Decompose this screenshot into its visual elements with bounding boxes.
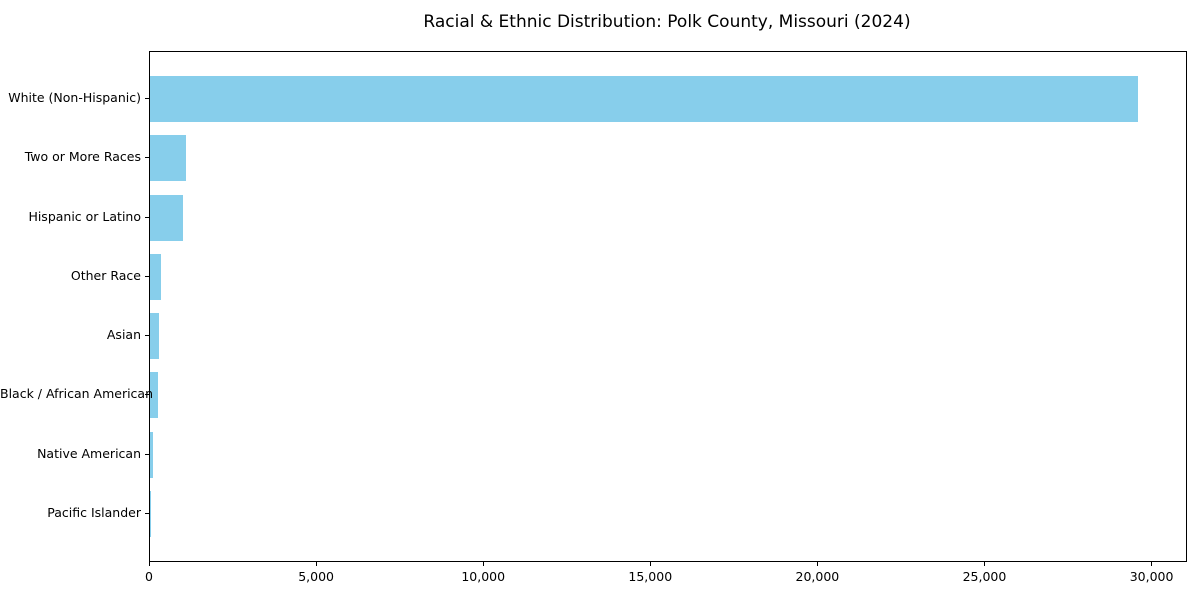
y-axis-label: Pacific Islander [47, 505, 141, 521]
bar [150, 135, 187, 182]
y-tick-mark [145, 335, 149, 337]
x-axis-tick-label: 30,000 [1129, 569, 1174, 584]
x-tick-mark [315, 562, 317, 566]
y-axis-label: Native American [37, 445, 141, 461]
bar [150, 431, 153, 478]
x-tick-mark [649, 562, 651, 566]
chart-title: Racial & Ethnic Distribution: Polk Count… [423, 12, 911, 32]
y-axis-label: Asian [106, 327, 141, 343]
y-tick-mark [145, 157, 149, 159]
y-axis-label: Other Race [70, 267, 141, 283]
x-tick-mark [1151, 562, 1153, 566]
y-axis-label: White (Non-Hispanic) [8, 89, 141, 105]
bar [150, 313, 160, 360]
y-tick-mark [145, 394, 149, 396]
x-tick-mark [148, 562, 150, 566]
y-tick-mark [145, 216, 149, 218]
x-axis-tick-label: 0 [145, 569, 153, 584]
x-tick-mark [983, 562, 985, 566]
x-axis-tick-label: 15,000 [628, 569, 673, 584]
y-tick-mark [145, 97, 149, 99]
bar [150, 491, 151, 538]
y-axis-label: Black / African American [0, 386, 154, 402]
y-tick-mark [145, 275, 149, 277]
x-axis-tick-label: 10,000 [461, 569, 506, 584]
x-tick-mark [816, 562, 818, 566]
y-axis-label: Two or More Races [24, 149, 141, 165]
x-tick-mark [482, 562, 484, 566]
y-tick-mark [145, 513, 149, 515]
bar [150, 75, 1139, 122]
x-axis-tick-label: 5,000 [298, 569, 334, 584]
x-axis-tick-label: 25,000 [962, 569, 1007, 584]
y-tick-mark [145, 453, 149, 455]
y-axis-label: Hispanic or Latino [28, 208, 141, 224]
x-axis-tick-label: 20,000 [795, 569, 840, 584]
bar [150, 372, 159, 419]
bar [150, 253, 162, 300]
plot-area [149, 51, 1187, 562]
bar [150, 194, 184, 241]
